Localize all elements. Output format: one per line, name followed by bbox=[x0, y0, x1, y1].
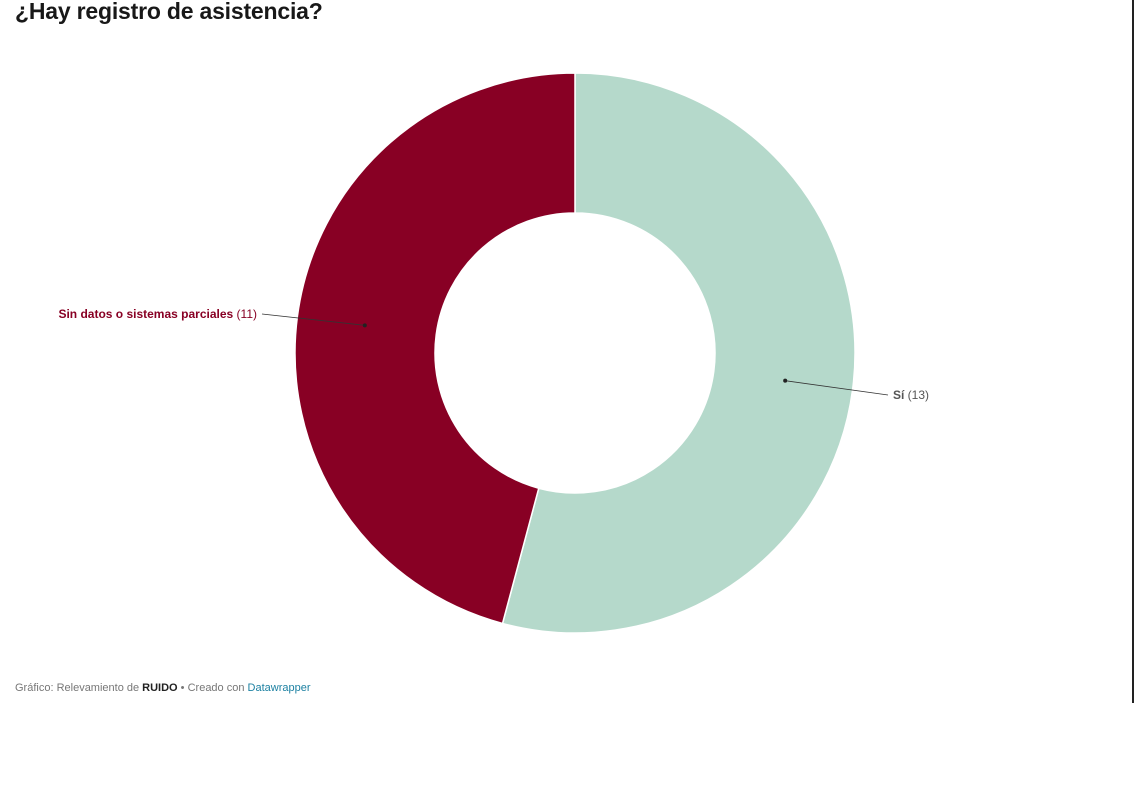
chart-footer: Gráfico: Relevamiento de RUIDO • Creado … bbox=[15, 682, 311, 694]
slice-si[interactable] bbox=[501, 72, 856, 634]
leader-line-sin-datos-o-sistemas-parciales bbox=[261, 313, 365, 326]
slice-label-name: Sí bbox=[893, 388, 905, 402]
slice-label-si: Sí (13) bbox=[893, 388, 929, 402]
leader-dot-sin-datos-o-sistemas-parciales bbox=[362, 323, 367, 328]
slice-label-name: Sin datos o sistemas parciales bbox=[58, 307, 233, 321]
chart-container: ¿Hay registro de asistencia? Sí (13) Sin … bbox=[15, 0, 1134, 703]
donut-chart: Sí (13) Sin datos o sistemas parciales (1… bbox=[58, 72, 929, 634]
footer-source: RUIDO bbox=[142, 682, 178, 694]
slices-layer bbox=[294, 72, 856, 634]
slice-sin-datos-o-sistemas-parciales[interactable] bbox=[294, 72, 576, 625]
slice-label-value: (11) bbox=[233, 307, 257, 321]
slice-label-value: (13) bbox=[904, 388, 929, 402]
chart-title: ¿Hay registro de asistencia? bbox=[15, 0, 323, 24]
leader-dot-si bbox=[783, 378, 788, 383]
datawrapper-link[interactable]: Datawrapper bbox=[247, 682, 311, 694]
footer-middle: • Creado con bbox=[177, 682, 248, 694]
leader-line-si bbox=[785, 380, 889, 396]
footer-prefix: Gráfico: Relevamiento de bbox=[15, 682, 143, 694]
labels-layer: Sí (13) Sin datos o sistemas parciales (1… bbox=[58, 307, 929, 402]
slice-label-sin-datos-o-sistemas-parciales: Sin datos o sistemas parciales (11) bbox=[58, 307, 257, 321]
